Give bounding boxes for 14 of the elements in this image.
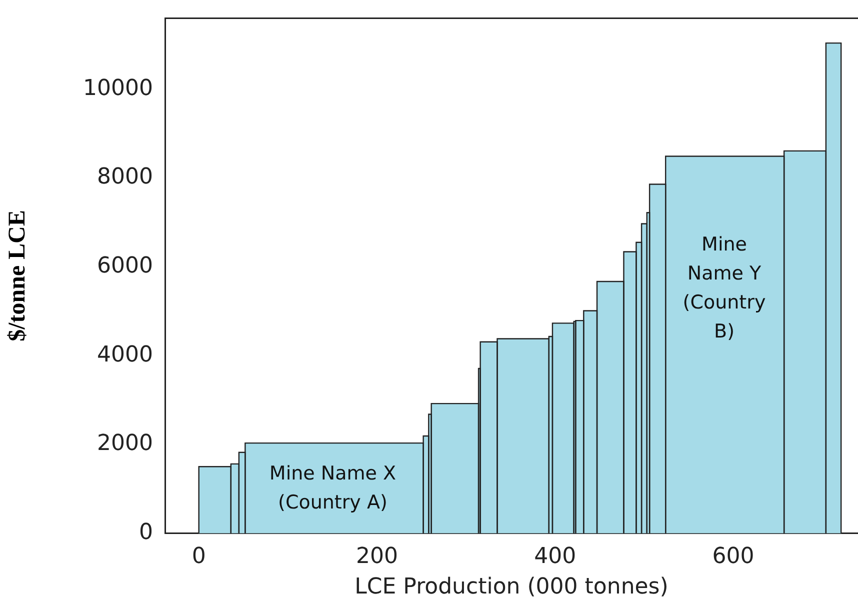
x-tick-label: 0 bbox=[192, 544, 206, 570]
y-tick-label: 10000 bbox=[83, 76, 153, 101]
y-tick-label: 0 bbox=[139, 520, 153, 545]
annotation: Mine Name X (Country A) bbox=[269, 462, 396, 514]
y-tick-label: 4000 bbox=[97, 342, 153, 368]
y-tick-label: 8000 bbox=[97, 164, 153, 190]
y-tick-label: 6000 bbox=[97, 254, 153, 279]
x-tick-label: 200 bbox=[356, 544, 398, 570]
x-axis-title: LCE Production (000 tonnes) bbox=[354, 574, 668, 600]
x-tick-label: 400 bbox=[534, 544, 576, 570]
annotation: Mine Name Y (Country B) bbox=[682, 234, 766, 343]
y-axis-title: $/tonne LCE bbox=[4, 210, 31, 342]
y-tick-label: 2000 bbox=[97, 431, 153, 456]
x-tick-label: 600 bbox=[712, 544, 754, 570]
